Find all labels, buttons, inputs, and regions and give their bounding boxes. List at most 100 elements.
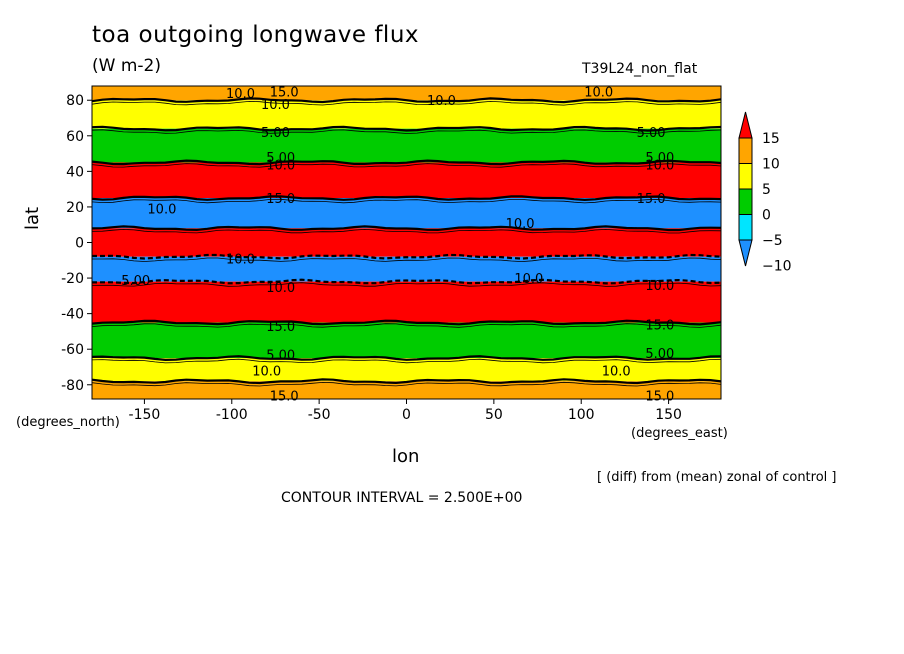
- colorbar: 15 10 5 0 −5 −10: [738, 111, 792, 275]
- y-tick-label: -20: [61, 271, 84, 287]
- contour-band: [92, 281, 721, 323]
- x-tick-label: -150: [129, 407, 161, 423]
- x-tick-label: 0: [402, 407, 411, 423]
- colorbar-segment: [738, 163, 753, 190]
- colorbar-label: 10: [762, 157, 780, 173]
- contour-label: 15.0: [270, 85, 299, 100]
- contour-line: [91, 381, 722, 387]
- contour-label: 10.0: [226, 87, 255, 102]
- contour-line: [92, 253, 722, 260]
- contour-line: [91, 125, 722, 132]
- contour-band: [92, 86, 721, 101]
- contour-line: [91, 378, 722, 385]
- x-tick-label: -50: [308, 407, 331, 423]
- diff-annotation: [ (diff) from (mean) zonal of control ]: [597, 470, 837, 485]
- y-tick-label: 60: [66, 129, 84, 145]
- y-tick-label: -60: [61, 342, 84, 358]
- contour-band: [92, 162, 721, 199]
- contour-line: [92, 257, 722, 263]
- contour-label: 5.00: [645, 151, 674, 166]
- contour-label: 10.0: [266, 158, 295, 173]
- x-axis-units: (degrees_east): [631, 426, 728, 441]
- contour-label: 10.0: [266, 281, 295, 296]
- contour-label: 10.0: [645, 279, 674, 294]
- contour-band: [92, 358, 721, 382]
- contour-line: [91, 278, 722, 285]
- contour-label: 15.0: [645, 318, 674, 333]
- contour-line: [91, 319, 722, 326]
- contour-label: 5.00: [121, 274, 150, 289]
- contour-label: 10.0: [645, 158, 674, 173]
- y-axis-ticks: -80 -60 -40 -20 0 20 40 60 80: [61, 93, 92, 394]
- contour-band: [92, 128, 721, 163]
- colorbar-segment: [738, 188, 753, 215]
- contour-label: 5.00: [261, 126, 290, 141]
- contour-label: 10.0: [226, 253, 255, 268]
- contour-label: 10.0: [506, 217, 535, 232]
- colorbar-label: 0: [762, 208, 771, 224]
- colorbar-segment: [738, 137, 753, 164]
- colorbar-arrow-bottom: [738, 239, 753, 267]
- x-tick-label: 100: [568, 407, 595, 423]
- contour-line: [91, 225, 722, 232]
- x-axis-label: lon: [392, 446, 420, 467]
- contour-line: [91, 159, 722, 166]
- contour-interval: CONTOUR INTERVAL = 2.500E+00: [281, 490, 523, 506]
- contour-line: [91, 129, 722, 135]
- y-tick-label: -40: [61, 307, 84, 323]
- run-label: T39L24_non_flat: [582, 61, 698, 77]
- colorbar-label: −10: [762, 259, 792, 275]
- contour-label: 15.0: [266, 192, 295, 207]
- contour-label: 15.0: [266, 320, 295, 335]
- contour-line: [91, 163, 722, 168]
- contour-label: 10.0: [252, 365, 281, 380]
- contour-line: [91, 100, 722, 106]
- y-tick-label: 0: [75, 236, 84, 252]
- contour-label: 15.0: [270, 389, 299, 404]
- y-axis-label: lat: [22, 206, 43, 230]
- contour-lines: [91, 97, 722, 387]
- x-tick-label: -100: [216, 407, 248, 423]
- contour-line: [91, 228, 722, 234]
- chart-units: (W m-2): [92, 56, 161, 76]
- contour-label: 10.0: [261, 98, 290, 113]
- x-tick-label: 150: [655, 407, 682, 423]
- contour-band: [92, 381, 721, 399]
- contour-label: 15.0: [645, 389, 674, 404]
- contour-label: 10.0: [602, 365, 631, 380]
- colorbar-arrow-top: [738, 111, 753, 139]
- contour-line: [91, 282, 722, 287]
- y-tick-label: 20: [66, 200, 84, 216]
- contour-label: 5.00: [266, 151, 295, 166]
- contour-band: [92, 198, 721, 229]
- contour-line: [91, 198, 722, 204]
- contour-band: [92, 322, 721, 359]
- y-tick-label: 80: [66, 93, 84, 109]
- contour-line: [91, 358, 722, 364]
- y-tick-label: 40: [66, 164, 84, 180]
- colorbar-label: −5: [762, 233, 783, 249]
- contour-label: 5.00: [637, 126, 666, 141]
- contour-label: 5.00: [266, 349, 295, 364]
- contour-line: [91, 323, 722, 328]
- contour-line: [91, 97, 722, 104]
- colorbar-label: 15: [762, 131, 780, 147]
- contour-label: 10.0: [584, 85, 613, 100]
- contour-label: 10.0: [147, 203, 176, 218]
- filled-contour-bands: [92, 86, 721, 399]
- contour-line: [91, 195, 722, 202]
- x-axis-ticks: -150 -100 -50 0 50 100 150: [129, 399, 682, 423]
- y-axis-units: (degrees_north): [16, 415, 120, 430]
- colorbar-segment: [738, 214, 753, 241]
- y-tick-label: -80: [61, 378, 84, 394]
- contour-band: [92, 100, 721, 129]
- contour-label: 15.0: [637, 192, 666, 207]
- contour-label: 10.0: [427, 94, 456, 109]
- contour-label: 10.0: [514, 272, 543, 287]
- x-tick-label: 50: [485, 407, 503, 423]
- chart-title: toa outgoing longwave flux: [92, 22, 420, 48]
- contour-label: 5.00: [645, 347, 674, 362]
- colorbar-label: 5: [762, 182, 771, 198]
